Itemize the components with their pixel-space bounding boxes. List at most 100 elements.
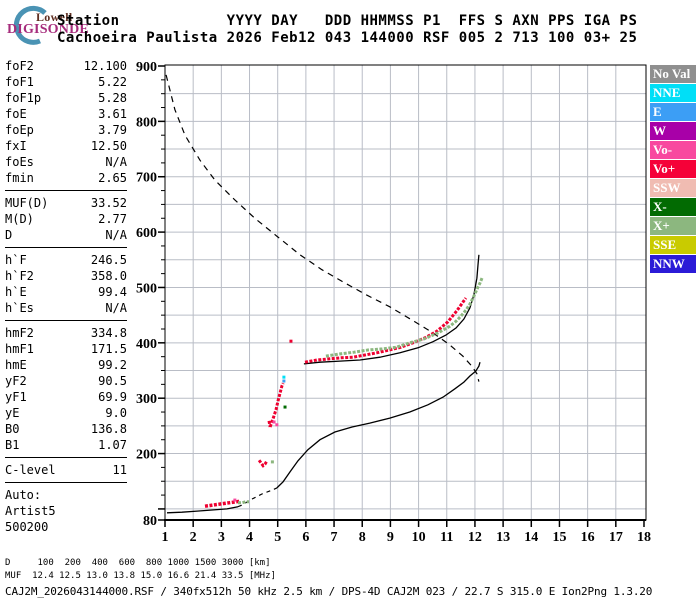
param-value: 1.07 xyxy=(98,438,127,452)
param-row: yF1 69.9 xyxy=(5,389,127,405)
station-header: Station YYYY DAY DDD HHMMSS P1 FFS S AXN… xyxy=(57,13,637,47)
svg-text:300: 300 xyxy=(136,392,157,407)
dmuf-distance-row: D 100 200 400 600 800 1000 1500 3000 [km… xyxy=(5,558,271,568)
svg-text:900: 900 xyxy=(136,60,157,75)
file-info-line: CAJ2M_2026043144000.RSF / 340fx512h 50 k… xyxy=(5,585,653,598)
param-row: foE 3.61 xyxy=(5,106,127,122)
param-label: M(D) xyxy=(5,212,34,226)
legend-item-sse: SSE xyxy=(650,236,696,254)
param-label: hmE xyxy=(5,358,27,372)
auto-scaler-line: Artist5 xyxy=(5,504,56,518)
svg-text:5: 5 xyxy=(274,530,281,545)
param-row: h`F 246.5 xyxy=(5,252,127,268)
dmuf-muf-row: MUF 12.4 12.5 13.0 13.8 15.0 16.6 21.4 3… xyxy=(5,571,276,581)
param-label: yF2 xyxy=(5,374,27,388)
param-row: hmF1 171.5 xyxy=(5,341,127,357)
svg-text:12: 12 xyxy=(468,530,482,545)
param-value: 12.50 xyxy=(90,139,127,153)
svg-text:800: 800 xyxy=(136,115,157,130)
params-panel: foF2 12.100 foF1 5.22 foF1p 5.28 foE 3.61 foEp 3.… xyxy=(5,58,127,535)
svg-text:80: 80 xyxy=(143,514,157,529)
param-value: N/A xyxy=(105,301,127,315)
param-row: h`Es N/A xyxy=(5,300,127,316)
logo-lowell-text: Lowell xyxy=(36,10,73,24)
svg-text:6: 6 xyxy=(302,530,309,545)
param-label: hmF2 xyxy=(5,326,34,340)
param-label: C-level xyxy=(5,463,56,477)
app-logo: Lowell DIGISONDE xyxy=(4,1,124,45)
param-label: B1 xyxy=(5,438,20,452)
param-value: N/A xyxy=(105,228,127,242)
panel-separator xyxy=(5,482,127,483)
param-label: MUF(D) xyxy=(5,196,49,210)
param-row: foEs N/A xyxy=(5,154,127,170)
param-label: foF1 xyxy=(5,75,34,89)
param-label: hmF1 xyxy=(5,342,34,356)
param-label: B0 xyxy=(5,422,20,436)
svg-text:16: 16 xyxy=(581,530,595,545)
param-value: 2.77 xyxy=(98,212,127,226)
param-row: C-level 11 xyxy=(5,462,127,478)
param-value: 358.0 xyxy=(90,269,127,283)
svg-text:3: 3 xyxy=(218,530,225,545)
param-label: fxI xyxy=(5,139,27,153)
param-label: D xyxy=(5,228,13,242)
svg-text:700: 700 xyxy=(136,171,157,186)
param-row: h`E 99.4 xyxy=(5,284,127,300)
svg-text:8: 8 xyxy=(359,530,366,545)
legend-item-no-val: No Val xyxy=(650,65,696,83)
param-value: 3.61 xyxy=(98,107,127,121)
param-label: yE xyxy=(5,406,20,420)
param-value: 99.2 xyxy=(98,358,127,372)
svg-text:17: 17 xyxy=(609,530,623,545)
svg-text:400: 400 xyxy=(136,337,157,352)
param-label: h`F2 xyxy=(5,269,34,283)
param-row: fmin 2.65 xyxy=(5,170,127,186)
param-label: foF2 xyxy=(5,59,34,73)
legend-item-e: E xyxy=(650,103,696,121)
param-label: foE xyxy=(5,107,27,121)
param-value: 12.100 xyxy=(83,59,127,73)
svg-text:7: 7 xyxy=(331,530,338,545)
param-label: yF1 xyxy=(5,390,27,404)
legend-item-ssw: SSW xyxy=(650,179,696,197)
legend-item-x-: X- xyxy=(650,198,696,216)
svg-text:4: 4 xyxy=(246,530,253,545)
svg-text:15: 15 xyxy=(552,530,566,545)
param-label: fmin xyxy=(5,171,34,185)
logo-digisonde-text: DIGISONDE xyxy=(7,22,89,37)
panel-separator xyxy=(5,190,127,191)
legend-item-w: W xyxy=(650,122,696,140)
param-row: foF1p 5.28 xyxy=(5,90,127,106)
param-value: 334.8 xyxy=(90,326,127,340)
param-value: 33.52 xyxy=(90,196,127,210)
param-row: foF1 5.22 xyxy=(5,74,127,90)
svg-text:600: 600 xyxy=(136,226,157,241)
param-value: 90.5 xyxy=(98,374,127,388)
legend-item-nne: NNE xyxy=(650,84,696,102)
param-row: foEp 3.79 xyxy=(5,122,127,138)
header-columns-line: Station YYYY DAY DDD HHMMSS P1 FFS S AXN… xyxy=(57,13,638,29)
param-row: M(D) 2.77 xyxy=(5,211,127,227)
param-row: fxI 12.50 xyxy=(5,138,127,154)
param-label: foF1p xyxy=(5,91,42,105)
param-label: foEp xyxy=(5,123,34,137)
legend-item-x+: X+ xyxy=(650,217,696,235)
svg-text:13: 13 xyxy=(496,530,510,545)
param-label: foEs xyxy=(5,155,34,169)
svg-text:200: 200 xyxy=(136,448,157,463)
svg-text:9: 9 xyxy=(387,530,394,545)
param-row: D N/A xyxy=(5,227,127,243)
legend-item-vo-: Vo- xyxy=(650,141,696,159)
param-value: 5.28 xyxy=(98,91,127,105)
param-value: 246.5 xyxy=(90,253,127,267)
panel-separator xyxy=(5,320,127,321)
param-value: 69.9 xyxy=(98,390,127,404)
svg-text:18: 18 xyxy=(637,530,651,545)
svg-text:2: 2 xyxy=(190,530,197,545)
svg-text:11: 11 xyxy=(440,530,453,545)
param-value: 9.0 xyxy=(105,406,127,420)
svg-text:500: 500 xyxy=(136,281,157,296)
panel-separator xyxy=(5,457,127,458)
